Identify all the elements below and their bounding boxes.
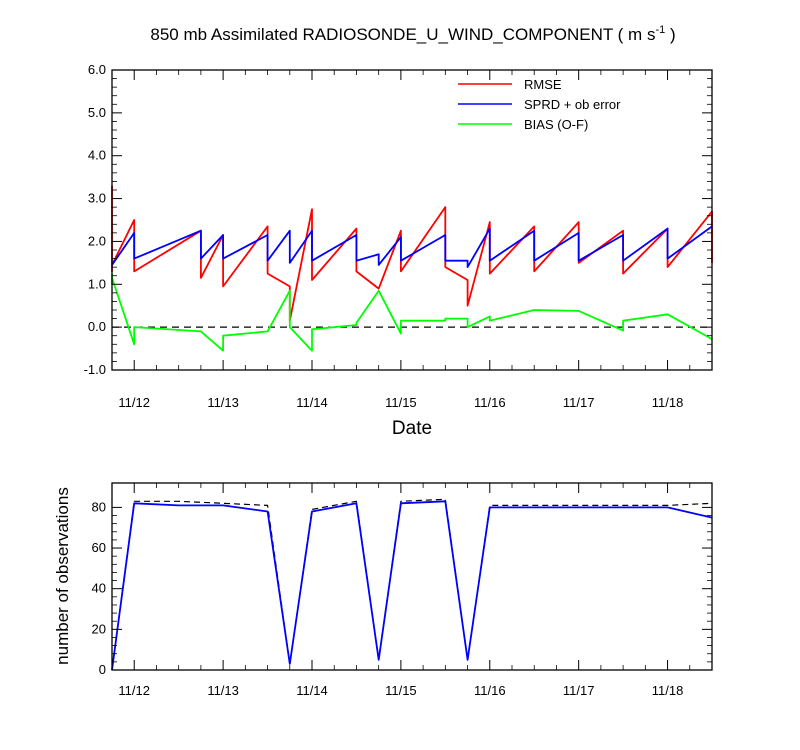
x-tick-label: 11/15 [385, 683, 417, 698]
series-line-assimilated-observations [111, 500, 713, 671]
y-axis-label-observations: number of observations [53, 487, 72, 665]
x-tick-label: 11/13 [207, 683, 239, 698]
series-line-sprd-ob-error [111, 225, 713, 269]
y-tick-label: 40 [92, 581, 106, 596]
x-tick-label: 11/16 [474, 395, 506, 410]
legend-label-sprd: SPRD + ob error [524, 97, 621, 112]
title-close: ) [665, 25, 675, 44]
legend-label-rmse: RMSE [524, 77, 562, 92]
series-line-possible-observations [111, 498, 713, 671]
legend: RMSE SPRD + ob error BIAS (O-F) [458, 77, 621, 132]
y-tick-label: 0.0 [88, 319, 106, 334]
top-plot: -1.0 0.0 1.0 2.0 3.0 4.0 5.0 6.0 11/12 11/13 11/14… [84, 62, 713, 410]
x-axis-label: Date [392, 418, 432, 439]
x-tick-label: 11/13 [207, 395, 239, 410]
x-tick-label: 11/15 [385, 395, 417, 410]
x-tick-label: 11/12 [118, 683, 150, 698]
bottom-plot: 0 20 40 60 80 11/12 11/13 11/14 11/15 11/16 11/17 1… [92, 482, 713, 698]
legend-label-bias: BIAS (O-F) [524, 117, 588, 132]
bottom-marks [111, 498, 713, 671]
y-tick-label: 1.0 [88, 276, 106, 291]
title-superscript: -1 [655, 24, 665, 36]
y-tick-label: 6.0 [88, 62, 106, 77]
x-tick-label: 11/12 [118, 395, 150, 410]
y-tick-label: 60 [92, 540, 106, 555]
x-tick-label: 11/18 [652, 395, 684, 410]
x-tick-label: 11/14 [296, 395, 328, 410]
top-axes: -1.0 0.0 1.0 2.0 3.0 4.0 5.0 6.0 11/12 11/13 11/14… [84, 62, 713, 410]
title-main: 850 mb Assimilated RADIOSONDE_U_WIND_COM… [150, 25, 655, 44]
y-tick-label: 4.0 [88, 148, 106, 163]
y-tick-label: 3.0 [88, 191, 106, 206]
bottom-axes: 0 20 40 60 80 11/12 11/13 11/14 11/15 11/16 11/17 1… [92, 483, 713, 698]
x-tick-label: 11/14 [296, 683, 328, 698]
y-tick-label: 2.0 [88, 233, 106, 248]
y-tick-label: 0 [99, 662, 106, 677]
bottom-plot-frame [111, 482, 713, 671]
x-tick-label: 11/18 [652, 683, 684, 698]
x-tick-label: 11/16 [474, 683, 506, 698]
top-marks [111, 185, 713, 352]
series-line-rmse [111, 185, 713, 322]
y-tick-label: -1.0 [84, 362, 106, 377]
top-plot-frame [111, 69, 713, 371]
y-tick-label: 20 [92, 621, 106, 636]
x-tick-label: 11/17 [563, 395, 595, 410]
series-line-bias-o-f [111, 273, 713, 352]
x-tick-label: 11/17 [563, 683, 595, 698]
y-tick-label: 80 [92, 499, 106, 514]
chart-title: 850 mb Assimilated RADIOSONDE_U_WIND_COM… [150, 24, 675, 44]
y-tick-label: 5.0 [88, 105, 106, 120]
